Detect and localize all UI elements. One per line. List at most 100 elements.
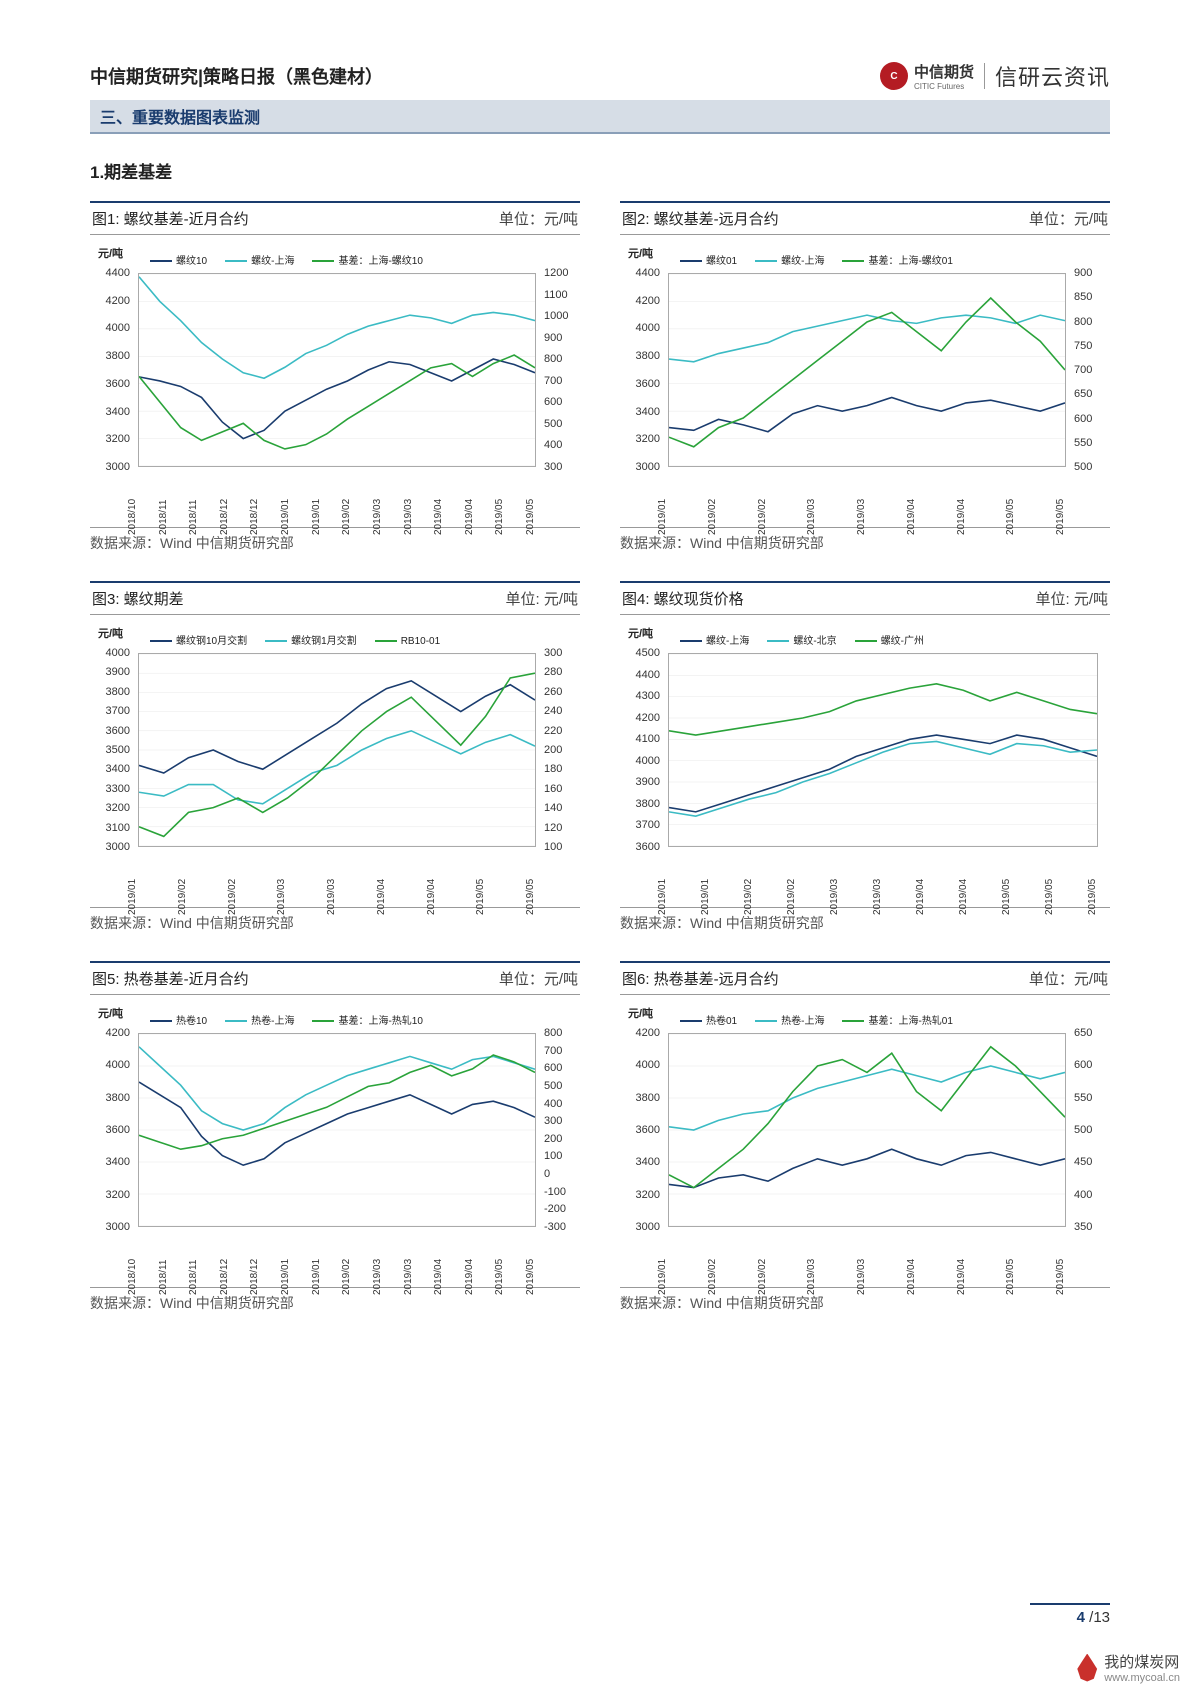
y-tick: 3900 bbox=[636, 776, 660, 788]
x-tick: 2019/04 bbox=[376, 879, 387, 915]
legend-item: 基差：上海-热轧01 bbox=[842, 1015, 952, 1029]
legend-item: 螺纹-上海 bbox=[680, 635, 749, 649]
y-tick-right: 1100 bbox=[544, 289, 568, 301]
x-tick: 2019/01 bbox=[657, 499, 668, 535]
plot-area bbox=[668, 1033, 1066, 1227]
chart-title: 图3: 螺纹期差 bbox=[92, 588, 184, 609]
y-tick: 3900 bbox=[106, 666, 130, 678]
legend-item: 基差：上海-螺纹10 bbox=[312, 255, 422, 269]
y-tick-right: 240 bbox=[544, 705, 562, 717]
y-tick-right: 600 bbox=[544, 1062, 562, 1074]
page-total: 13 bbox=[1093, 1609, 1110, 1626]
y-tick: 3600 bbox=[636, 378, 660, 390]
x-tick: 2019/04 bbox=[433, 499, 444, 535]
legend-label: 基差：上海-热轧10 bbox=[338, 1016, 422, 1027]
y-tick-right: -100 bbox=[544, 1186, 566, 1198]
y-tick: 3800 bbox=[636, 1092, 660, 1104]
legend-label: 热卷01 bbox=[706, 1016, 737, 1027]
brand-divider bbox=[984, 63, 985, 89]
plot-area bbox=[138, 653, 536, 847]
y-axis-left: 3000310032003300340035003600370038003900… bbox=[90, 653, 134, 847]
legend-swatch-icon bbox=[150, 1020, 172, 1022]
legend-item: 螺纹钢1月交割 bbox=[265, 635, 357, 649]
y-tick-right: 300 bbox=[544, 647, 562, 659]
y-tick-right: 220 bbox=[544, 725, 562, 737]
chart-grid: 图1: 螺纹基差-近月合约单位：元/吨元/吨螺纹10螺纹-上海基差：上海-螺纹1… bbox=[90, 201, 1110, 1313]
y-axis-left: 30003200340036003800400042004400 bbox=[90, 273, 134, 467]
y-tick-right: 800 bbox=[544, 1027, 562, 1039]
x-tick: 2019/05 bbox=[1005, 1259, 1016, 1295]
y-tick-right: 120 bbox=[544, 822, 562, 834]
y-tick-right: 700 bbox=[544, 1045, 562, 1057]
x-axis: 2018/102018/112018/112018/122018/122019/… bbox=[138, 1229, 536, 1283]
x-tick: 2019/05 bbox=[525, 879, 536, 915]
chart-svg bbox=[669, 654, 1097, 846]
series-line bbox=[139, 1055, 535, 1149]
legend-label: 螺纹-北京 bbox=[793, 636, 836, 647]
y-tick-right: 500 bbox=[1074, 1124, 1092, 1136]
legend-swatch-icon bbox=[150, 260, 172, 262]
y-tick: 3200 bbox=[636, 433, 660, 445]
y-tick-right: 100 bbox=[544, 841, 562, 853]
y-tick-right: 400 bbox=[544, 439, 562, 451]
chart-title: 图2: 螺纹基差-远月合约 bbox=[622, 208, 779, 229]
series-line bbox=[139, 1047, 535, 1130]
chart-unit: 单位: 元/吨 bbox=[505, 588, 578, 609]
chart-legend: 螺纹-上海螺纹-北京螺纹-广州 bbox=[680, 635, 1066, 649]
y-tick: 3800 bbox=[106, 686, 130, 698]
x-tick: 2019/02 bbox=[757, 1259, 768, 1295]
x-tick: 2019/04 bbox=[915, 879, 926, 915]
y-tick: 3800 bbox=[106, 350, 130, 362]
legend-item: 螺纹10 bbox=[150, 255, 207, 269]
x-tick: 2019/02 bbox=[707, 499, 718, 535]
y-axis-label: 元/吨 bbox=[628, 1005, 653, 1021]
y-axis-right: 300400500600700800900100011001200 bbox=[540, 273, 580, 467]
y-tick: 4200 bbox=[636, 1027, 660, 1039]
chart-svg bbox=[139, 1034, 535, 1226]
legend-label: 螺纹-上海 bbox=[251, 256, 294, 267]
x-axis: 2019/012019/022019/022019/032019/032019/… bbox=[138, 849, 536, 903]
x-tick: 2019/05 bbox=[475, 879, 486, 915]
x-tick: 2019/01 bbox=[311, 499, 322, 535]
y-tick-right: 200 bbox=[544, 1133, 562, 1145]
y-tick: 3800 bbox=[106, 1092, 130, 1104]
y-tick: 4200 bbox=[106, 1027, 130, 1039]
wm-text: 我的煤炭网 bbox=[1104, 1654, 1179, 1671]
y-axis-left: 3000320034003600380040004200 bbox=[90, 1033, 134, 1227]
y-tick-right: 900 bbox=[544, 332, 562, 344]
chart-block-c1: 图1: 螺纹基差-近月合约单位：元/吨元/吨螺纹10螺纹-上海基差：上海-螺纹1… bbox=[90, 201, 580, 553]
x-tick: 2019/03 bbox=[856, 499, 867, 535]
chart-legend: 热卷10热卷-上海基差：上海-热轧10 bbox=[150, 1015, 536, 1029]
legend-swatch-icon bbox=[265, 640, 287, 642]
y-tick: 4100 bbox=[636, 733, 660, 745]
legend-item: RB10-01 bbox=[375, 635, 440, 649]
x-axis: 2019/012019/012019/022019/022019/032019/… bbox=[668, 849, 1098, 903]
chart-canvas: 元/吨螺纹钢10月交割螺纹钢1月交割RB10-01300031003200330… bbox=[90, 623, 580, 903]
y-tick-right: 700 bbox=[1074, 364, 1092, 376]
x-tick: 2018/12 bbox=[249, 1259, 260, 1295]
y-tick: 3400 bbox=[106, 1156, 130, 1168]
y-tick-right: 500 bbox=[544, 418, 562, 430]
x-tick: 2019/04 bbox=[464, 1259, 475, 1295]
x-tick: 2019/03 bbox=[372, 499, 383, 535]
legend-swatch-icon bbox=[855, 640, 877, 642]
chart-block-c3: 图3: 螺纹期差单位: 元/吨元/吨螺纹钢10月交割螺纹钢1月交割RB10-01… bbox=[90, 581, 580, 933]
legend-swatch-icon bbox=[680, 1020, 702, 1022]
y-tick: 4200 bbox=[636, 712, 660, 724]
x-tick: 2019/03 bbox=[856, 1259, 867, 1295]
chart-svg bbox=[669, 274, 1065, 466]
plot-area bbox=[138, 273, 536, 467]
y-tick: 3200 bbox=[636, 1189, 660, 1201]
chart-source: 数据来源：Wind 中信期货研究部 bbox=[620, 907, 1110, 933]
x-tick: 2019/04 bbox=[958, 879, 969, 915]
y-axis-left: 3000320034003600380040004200 bbox=[620, 1033, 664, 1227]
y-tick: 3000 bbox=[106, 461, 130, 473]
x-tick: 2019/03 bbox=[872, 879, 883, 915]
x-tick: 2019/05 bbox=[1055, 499, 1066, 535]
legend-swatch-icon bbox=[842, 260, 864, 262]
y-tick-right: 400 bbox=[544, 1098, 562, 1110]
legend-label: 热卷10 bbox=[176, 1016, 207, 1027]
legend-label: 螺纹钢1月交割 bbox=[291, 636, 357, 647]
legend-swatch-icon bbox=[755, 1020, 777, 1022]
x-tick: 2018/10 bbox=[127, 499, 138, 535]
